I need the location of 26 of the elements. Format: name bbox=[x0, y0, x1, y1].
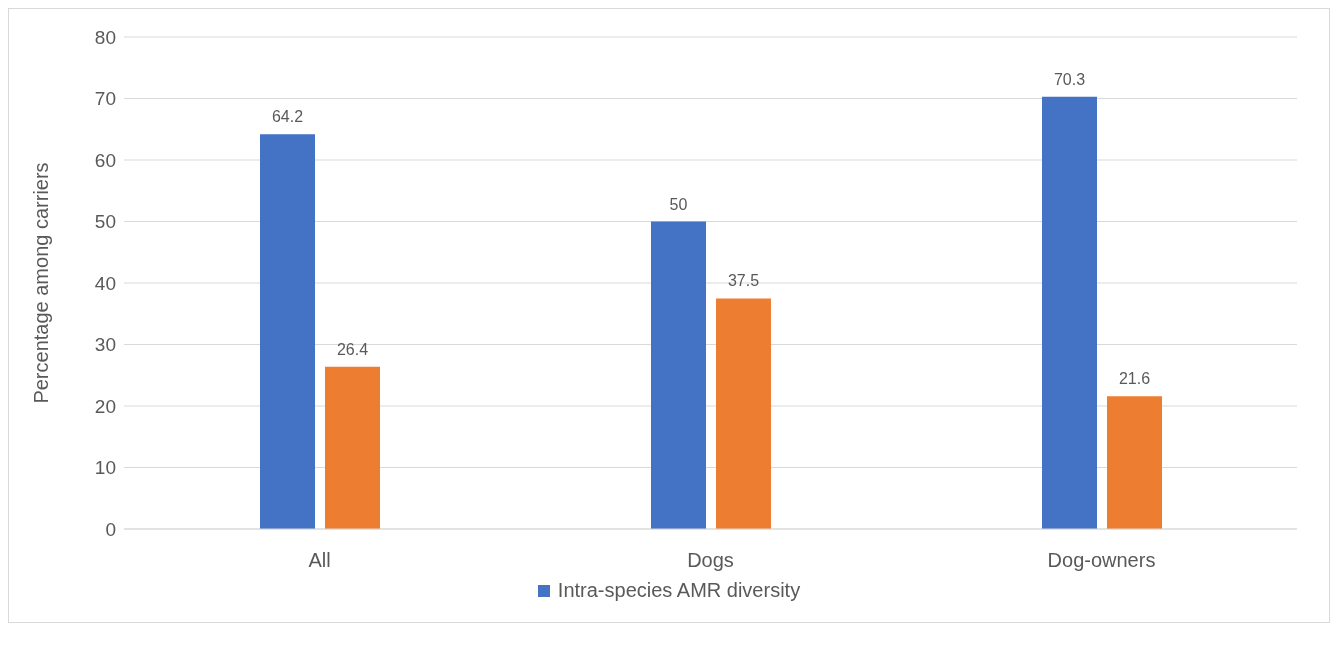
bar bbox=[1107, 396, 1162, 529]
bar bbox=[260, 134, 315, 529]
x-tick-label: Dogs bbox=[687, 549, 734, 572]
data-label: 70.3 bbox=[1053, 70, 1086, 88]
y-tick-label: 0 bbox=[105, 518, 116, 540]
y-axis-title: Percentage among carriers bbox=[30, 162, 53, 404]
y-tick-label: 10 bbox=[94, 457, 116, 479]
y-tick-label: 20 bbox=[94, 395, 116, 417]
data-label: 50 bbox=[669, 195, 688, 213]
y-tick-label: 60 bbox=[94, 149, 116, 171]
data-label: 26.4 bbox=[336, 340, 369, 358]
y-tick-label: 50 bbox=[94, 211, 116, 233]
y-tick-label: 40 bbox=[94, 272, 116, 294]
bar bbox=[325, 366, 380, 529]
x-tick-label: All bbox=[308, 549, 331, 572]
y-tick-label: 80 bbox=[94, 26, 116, 48]
data-label: 37.5 bbox=[727, 272, 760, 290]
data-label: 64.2 bbox=[271, 108, 304, 126]
bar bbox=[651, 221, 706, 529]
y-tick-label: 70 bbox=[94, 88, 116, 110]
bar bbox=[716, 298, 771, 529]
y-tick-label: 30 bbox=[94, 334, 116, 356]
legend-label: Intra-species AMR diversity bbox=[557, 579, 801, 602]
data-label: 21.6 bbox=[1118, 370, 1151, 388]
bar bbox=[1042, 96, 1097, 529]
x-tick-label: Dog-owners bbox=[1047, 549, 1156, 572]
